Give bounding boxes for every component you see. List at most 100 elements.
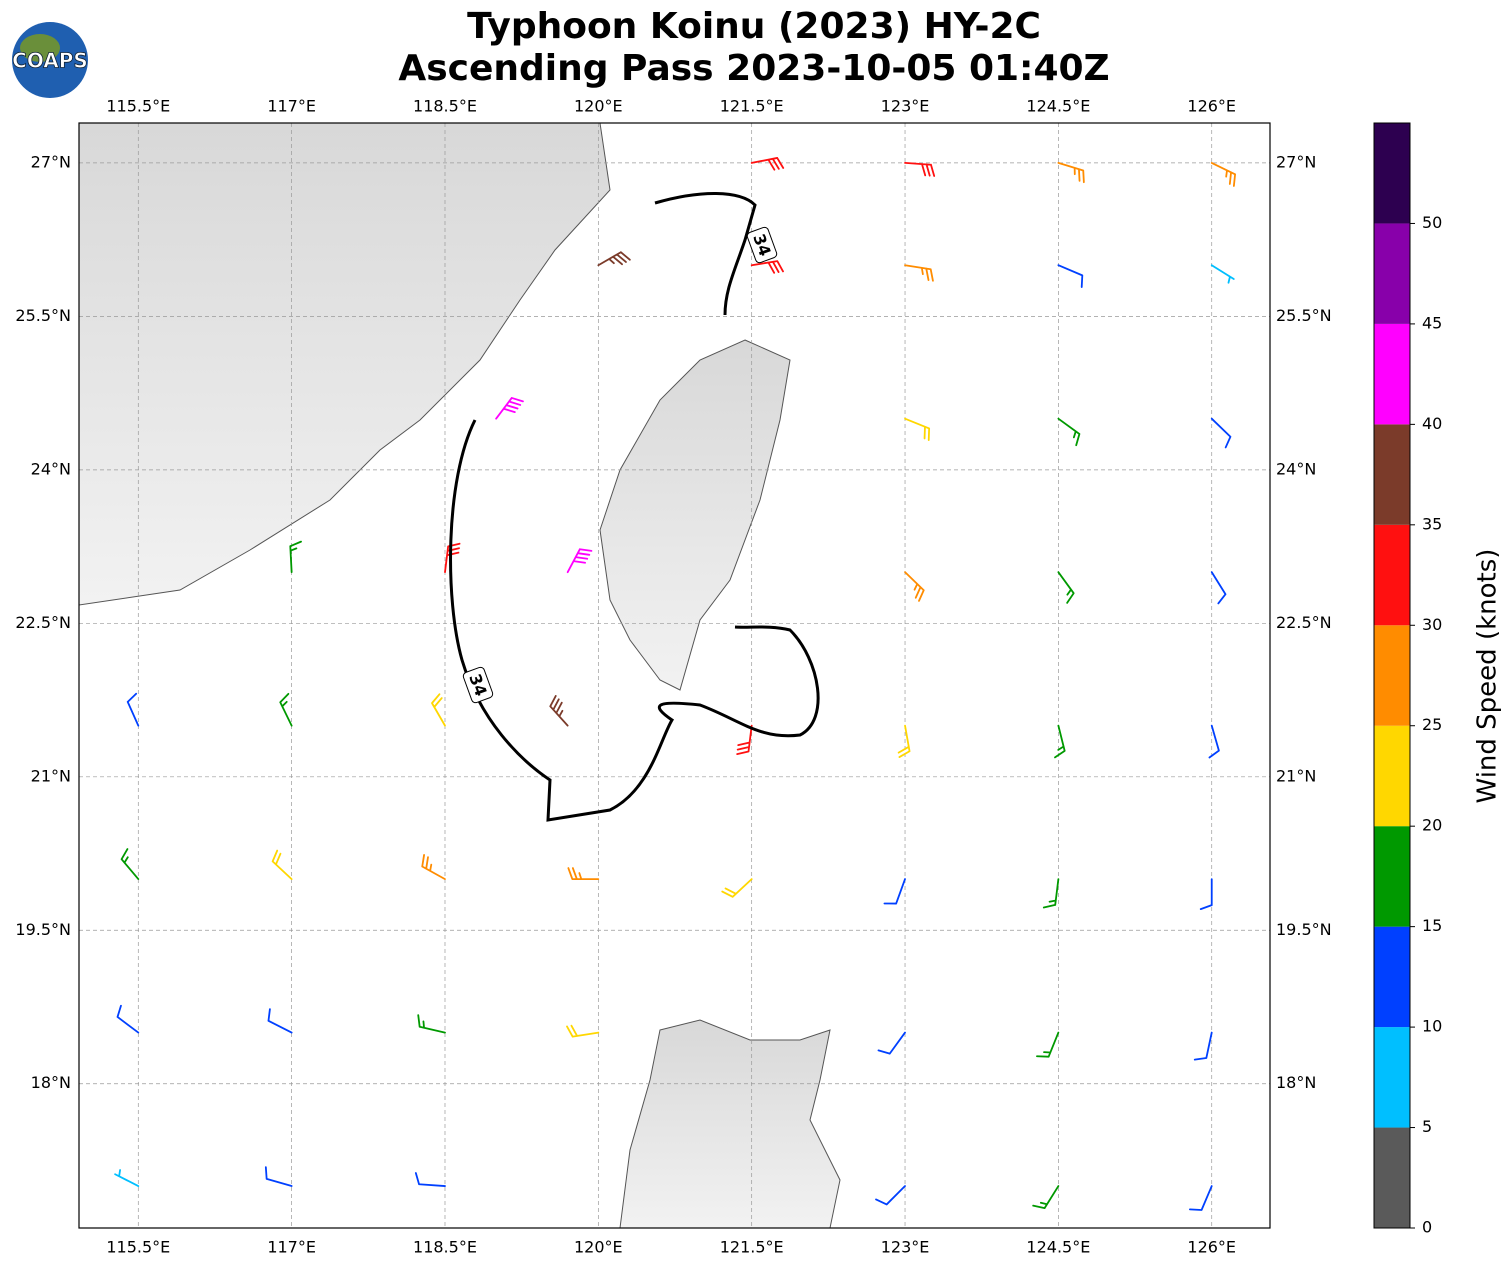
luzon (619, 1019, 841, 1228)
contour-label-box: 34 (462, 666, 494, 704)
contour-line (449, 419, 820, 822)
chart-subtitle: Ascending Pass 2023-10-05 01:40Z (398, 48, 1109, 89)
wind-barb (431, 693, 446, 727)
wind-barb (1054, 724, 1066, 759)
wind-barb (1057, 264, 1084, 288)
wind-barb (1032, 1185, 1060, 1209)
colorbar-label: Wind Speed (knots) (1473, 549, 1503, 804)
wind-barb (897, 724, 911, 758)
colorbar-frame (1373, 122, 1411, 1229)
y-tick-label: 19.5°N (15, 920, 71, 939)
wind-barb (279, 692, 293, 727)
wind-barb (1193, 1031, 1213, 1061)
x-tick-label: 120°E (574, 97, 623, 116)
x-tick-label: 115.5°E (106, 1238, 170, 1257)
wind-barb (1188, 1185, 1213, 1211)
colorbar-tick-label: 10 (1422, 1017, 1442, 1036)
colorbar-segment (1374, 223, 1410, 324)
wind-barb (883, 878, 906, 905)
wind-barb (1210, 571, 1227, 605)
x-tick-label: 123°E (881, 1238, 930, 1257)
logo-land (20, 34, 60, 62)
colorbar-segment (1374, 524, 1410, 626)
y-tick-label: 22.5°N (15, 613, 71, 632)
y-tick-label: 19.5°N (1276, 920, 1332, 939)
contour-label-bg (462, 666, 494, 704)
wind-barb (549, 695, 569, 727)
wind-barb (1199, 878, 1213, 911)
colorbar-segment (1374, 323, 1410, 425)
wind-barb (114, 1169, 140, 1187)
wind-barb (264, 1166, 293, 1187)
chart-title: Typhoon Koinu (2023) HY-2C (467, 6, 1041, 47)
colorbar-segment (1374, 826, 1410, 927)
y-tick-label: 25.5°N (15, 306, 71, 325)
wind-barb (750, 157, 785, 171)
wind-barb (566, 1024, 600, 1038)
x-tick-label: 124.5°E (1026, 97, 1090, 116)
wind-barb (444, 542, 461, 574)
colorbar-tick-label: 20 (1422, 816, 1442, 835)
wind-barb (289, 540, 302, 574)
contour-label-box: 34 (746, 226, 778, 264)
wind-barb (736, 724, 753, 755)
colorbar-tick-label: 40 (1422, 414, 1442, 433)
x-tick-label: 118.5°E (413, 1238, 477, 1257)
colorbar: 0 5 10 15 20 25 30 35 40 45 50 (1373, 122, 1442, 1237)
wind-barb (566, 548, 593, 574)
wind-barb (1208, 724, 1220, 759)
logo: COAPS (12, 22, 88, 98)
wind-barb (904, 162, 936, 177)
wind-barb (904, 571, 925, 602)
wind-barb (904, 417, 931, 442)
land (79, 123, 841, 1228)
colorbar-tick-label: 25 (1422, 715, 1442, 734)
wind-barb (1036, 1031, 1060, 1058)
contours: 34 34 (449, 192, 820, 822)
colorbar-tick-label: 50 (1422, 213, 1442, 232)
grid (79, 123, 1270, 1228)
x-tick-label: 123°E (881, 97, 930, 116)
y-tick-label: 18°N (1276, 1073, 1316, 1092)
wind-barb (414, 1172, 446, 1187)
x-tick-label: 126°E (1187, 97, 1236, 116)
x-tick-label: 121.5°E (720, 1238, 784, 1257)
contour-line (654, 192, 757, 316)
wind-barb (1057, 162, 1085, 184)
y-tick-label: 21°N (1276, 766, 1316, 785)
x-tick-label: 120°E (574, 1238, 623, 1257)
colorbar-tick-label: 5 (1422, 1117, 1432, 1136)
wind-barb (904, 264, 934, 282)
colorbar-segment (1374, 625, 1410, 726)
wind-barb (597, 251, 631, 267)
colorbar-tick-label: 0 (1422, 1218, 1432, 1237)
wind-barb (750, 260, 784, 274)
wind-barb (875, 1185, 906, 1206)
colorbar-segment (1374, 424, 1410, 525)
map-frame (78, 122, 1271, 1229)
y-tick-label: 21°N (31, 766, 71, 785)
x-tick-label: 124.5°E (1026, 1238, 1090, 1257)
wind-barb (1210, 417, 1232, 449)
y-tick-label: 25.5°N (1276, 306, 1332, 325)
mainland-china (79, 123, 611, 606)
contour-label-bg (746, 226, 778, 264)
wind-barb (567, 867, 600, 881)
wind-barb (271, 849, 293, 881)
y-tick-label: 27°N (31, 152, 71, 171)
wind-barb (1057, 417, 1081, 447)
colorbar-segment (1374, 1127, 1410, 1228)
wind-barb (267, 1008, 293, 1034)
wind-barb (421, 854, 446, 881)
taiwan (599, 339, 791, 691)
y-tick-label: 18°N (31, 1073, 71, 1092)
colorbar-tick-label: 15 (1422, 916, 1442, 935)
wind-barb (495, 397, 524, 420)
wind-barb (1057, 571, 1075, 604)
x-tick-label: 117°E (267, 1238, 316, 1257)
colorbar-segment (1374, 926, 1410, 1028)
wind-barb (116, 1004, 140, 1034)
wind-barb (417, 1014, 446, 1034)
y-tick-label: 22.5°N (1276, 613, 1332, 632)
